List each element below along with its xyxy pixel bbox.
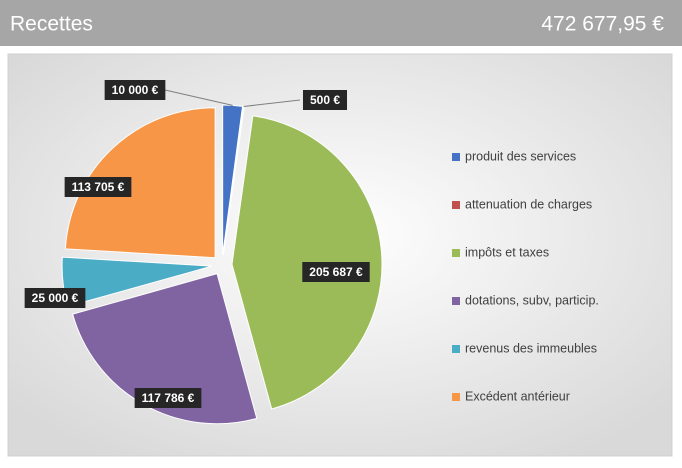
legend: produit des services attenuation de charg… [452,149,599,403]
legend-swatch [452,201,460,209]
header-title: Recettes [10,13,93,36]
data-label-box [302,262,370,282]
data-label: 117 786 € [142,391,195,405]
data-label-box [104,80,166,100]
data-label-box [134,388,202,408]
pie-slice [222,104,244,256]
legend-swatch [452,153,460,161]
legend-label: revenus des immeubles [465,341,597,355]
data-label-box [24,288,86,308]
leader-line [243,99,301,107]
legend-swatch [452,249,460,257]
data-label: 500 € [310,93,340,107]
legend-swatch [452,345,460,353]
data-label-box [64,177,132,197]
data-label: 25 000 € [32,291,79,305]
legend-label: dotations, subv, particip. [465,293,599,307]
header-bar [0,0,682,46]
data-labels: 10 000 € 500 € 205 687 € 117 786 € 25 000 € 1… [24,80,370,408]
pie-slice [64,107,216,259]
legend-label: Excédent antérieur [465,389,570,403]
legend-swatch [452,393,460,401]
data-label: 113 705 € [72,180,125,194]
legend-swatch [452,297,460,305]
data-label: 10 000 € [112,83,159,97]
legend-label: produit des services [465,149,576,163]
data-label-box [302,90,348,110]
leader-line [164,89,233,106]
data-label: 205 687 € [309,265,363,279]
header-total: 472 677,95 € [541,13,664,36]
legend-label: impôts et taxes [465,245,549,259]
legend-label: attenuation de charges [465,197,592,211]
